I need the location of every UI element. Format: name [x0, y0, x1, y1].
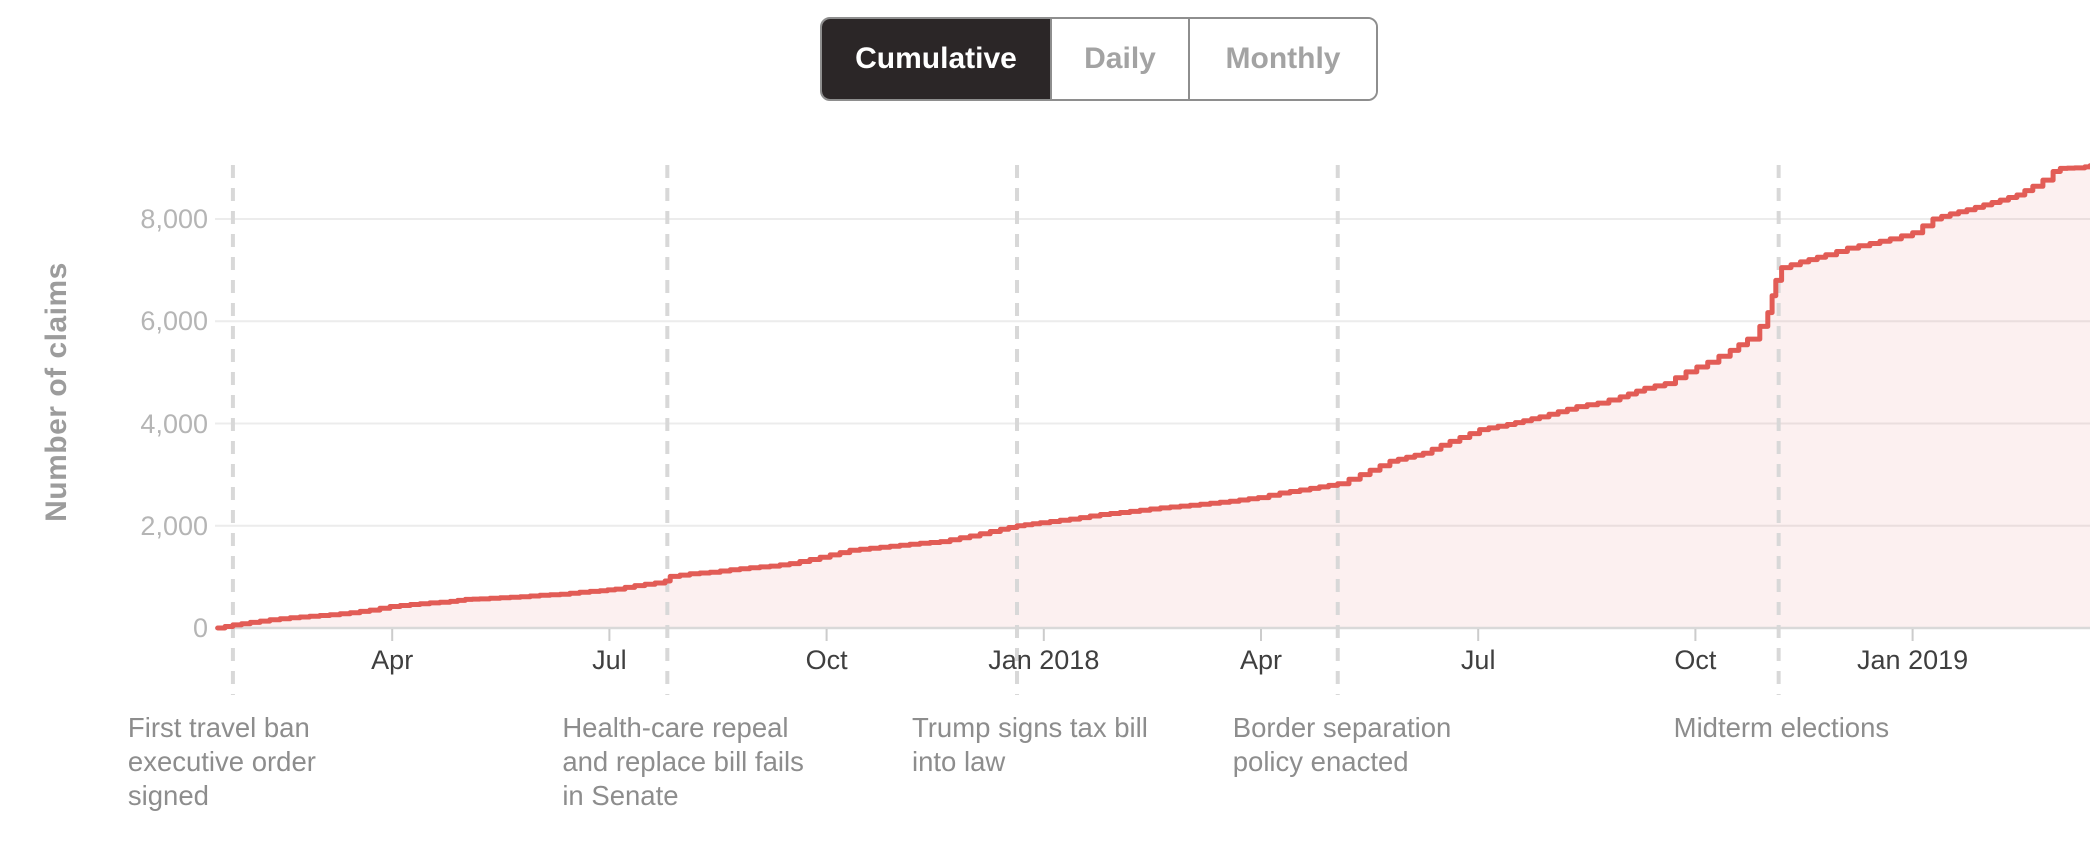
- event-label-line: in Senate: [562, 780, 679, 811]
- toggle-cumulative-button[interactable]: Cumulative: [822, 19, 1050, 99]
- event-label-travel-ban: First travel ban executive order signed: [128, 711, 316, 813]
- x-tick-label: Jan 2019: [1857, 645, 1969, 675]
- x-tick-label: Apr: [371, 645, 414, 675]
- event-label-midterm-elections: Midterm elections: [1674, 711, 1890, 745]
- x-tick-label: Oct: [1674, 645, 1717, 675]
- event-label-line: signed: [127, 780, 209, 811]
- event-label-line: First travel ban: [127, 712, 310, 743]
- x-tick-label: Apr: [1239, 645, 1283, 675]
- event-label-line: into law: [912, 746, 1006, 777]
- event-label-line: Midterm elections: [1673, 712, 1890, 743]
- event-label-border-separation: Border separation policy enacted: [1233, 711, 1452, 779]
- x-tick-label: Jul: [592, 645, 627, 675]
- event-label-line: Trump signs tax bill: [912, 712, 1148, 743]
- event-label-tax-bill: Trump signs tax bill into law: [912, 711, 1148, 779]
- toggle-daily-button[interactable]: Daily: [1050, 19, 1188, 99]
- event-label-line: Health-care repeal: [562, 712, 789, 743]
- event-label-line: policy enacted: [1232, 746, 1409, 777]
- event-label-healthcare-repeal: Health-care repeal and replace bill fail…: [562, 711, 804, 813]
- y-tick-label: 6,000: [140, 306, 208, 337]
- toggle-monthly-button[interactable]: Monthly: [1188, 19, 1376, 99]
- view-toggle-group: Cumulative Daily Monthly: [820, 17, 1378, 101]
- x-tick-label: Oct: [805, 645, 848, 675]
- event-label-line: executive order: [127, 746, 316, 777]
- x-tick-label: Jan 2018: [988, 645, 1100, 675]
- event-label-line: Border separation: [1232, 712, 1452, 743]
- event-label-line: and replace bill fails: [562, 746, 804, 777]
- y-tick-label: 2,000: [140, 510, 208, 541]
- x-tick-label: Jul: [1460, 645, 1496, 675]
- y-tick-label: 0: [192, 613, 208, 643]
- y-tick-label: 4,000: [140, 408, 208, 439]
- y-axis-title: Number of claims: [40, 262, 73, 522]
- y-tick-label: 8,000: [140, 204, 208, 234]
